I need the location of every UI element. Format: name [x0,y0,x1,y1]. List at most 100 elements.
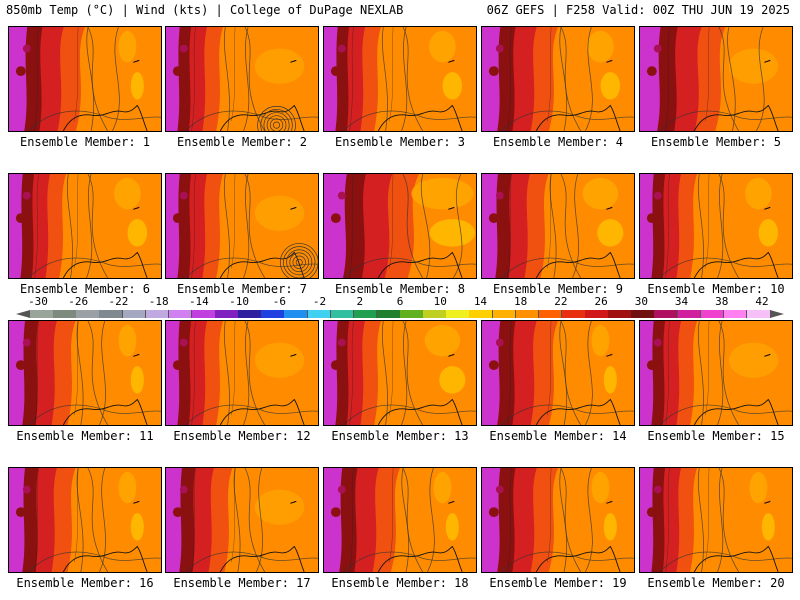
colorbar-bin [631,310,655,318]
colorbar-tick-label: -10 [229,295,250,308]
colorbar-low-arrow [16,310,30,318]
member-map [323,26,477,132]
temperature-field [166,27,318,131]
member-map [323,467,477,573]
colorbar-tick-label: -30 [28,295,48,308]
colorbar-tick-label: -22 [108,295,129,308]
colorbar-tick-label: 6 [396,295,404,308]
colorbar-bin [746,310,771,318]
header-title: 850mb Temp (°C) | Wind (kts) | College o… [6,3,404,17]
colorbar-bin [538,310,563,318]
member-map [165,467,319,573]
colorbar-bin [654,310,678,318]
temperature-field [9,468,161,572]
colorbar-bin [400,310,424,318]
colorbar-tick-label: 2 [356,295,364,308]
colorbar-tick-label: -2 [312,295,327,308]
member-map [8,173,162,279]
colorbar-tick-label: 26 [594,295,608,308]
temperature-field [324,174,476,278]
member-label: Ensemble Member: 17 [173,576,311,590]
member-label: Ensemble Member: 20 [647,576,785,590]
colorbar-bin [53,310,77,318]
header-run-info: 06Z GEFS | F258 Valid: 00Z THU JUN 19 20… [486,3,790,17]
member-label: Ensemble Member: 8 [334,282,466,296]
member-label: Ensemble Member: 2 [176,135,308,149]
colorbar-bin [99,310,123,318]
member-label: Ensemble Member: 7 [176,282,308,296]
colorbar-bin [608,310,632,318]
colorbar-bin [261,310,285,318]
colorbar-bin [423,310,447,318]
member-label: Ensemble Member: 6 [19,282,151,296]
colorbar-bin [238,310,262,318]
member-label: Ensemble Member: 1 [19,135,151,149]
member-label: Ensemble Member: 16 [16,576,154,590]
colorbar-bin [376,310,401,318]
temperature-field [9,321,161,425]
member-label: Ensemble Member: 9 [492,282,624,296]
colorbar-bin [76,310,100,318]
member-map [323,173,477,279]
colorbar-bin [700,310,725,318]
member-map [165,320,319,426]
colorbar-tick-label: 38 [715,295,729,308]
member-map [8,467,162,573]
colorbar-bin [191,310,216,318]
temperature-field [9,27,161,131]
colorbar-bin [353,310,378,318]
colorbar-tick-label: 30 [634,295,648,308]
colorbar-bin [145,310,170,318]
colorbar-bin [723,310,748,318]
member-label: Ensemble Member: 18 [331,576,469,590]
temperature-field [166,174,318,278]
member-label: Ensemble Member: 4 [492,135,624,149]
colorbar-tick-label: -6 [272,295,286,308]
member-label: Ensemble Member: 11 [16,429,154,443]
colorbar-bin [469,310,493,318]
member-map [165,173,319,279]
colorbar [30,307,771,319]
member-map [481,173,635,279]
colorbar-tick-label: -14 [188,295,209,308]
temperature-field [640,27,792,131]
colorbar-tick-label: 42 [755,295,769,308]
colorbar-bin [492,310,517,318]
member-map [639,26,793,132]
member-map [481,320,635,426]
colorbar-bin [446,310,470,318]
temperature-field [166,321,318,425]
member-map [481,467,635,573]
temperature-field [640,321,792,425]
colorbar-bin [515,310,540,318]
colorbar-high-arrow [770,310,784,318]
member-label: Ensemble Member: 5 [650,135,782,149]
colorbar-bin [330,310,355,318]
temperature-field [9,174,161,278]
member-map [323,320,477,426]
member-map [8,26,162,132]
member-label: Ensemble Member: 3 [334,135,466,149]
temperature-field [324,27,476,131]
colorbar-bin [677,310,702,318]
colorbar-tick-label: -26 [68,295,89,308]
temperature-field [324,468,476,572]
temperature-field [640,174,792,278]
member-map [639,467,793,573]
colorbar-bin [122,310,147,318]
temperature-field [324,321,476,425]
member-map [639,173,793,279]
temperature-field [166,468,318,572]
colorbar-tick-label: -18 [148,295,169,308]
temperature-field [482,174,634,278]
colorbar-bin [215,310,239,318]
colorbar-tick-label: 34 [674,295,689,308]
member-label: Ensemble Member: 13 [331,429,469,443]
colorbar-bin [168,310,193,318]
member-label: Ensemble Member: 14 [489,429,627,443]
colorbar-bin [284,310,308,318]
member-label: Ensemble Member: 15 [647,429,785,443]
member-label: Ensemble Member: 12 [173,429,311,443]
colorbar-bin [585,310,609,318]
colorbar-tick-label: 14 [473,295,488,308]
